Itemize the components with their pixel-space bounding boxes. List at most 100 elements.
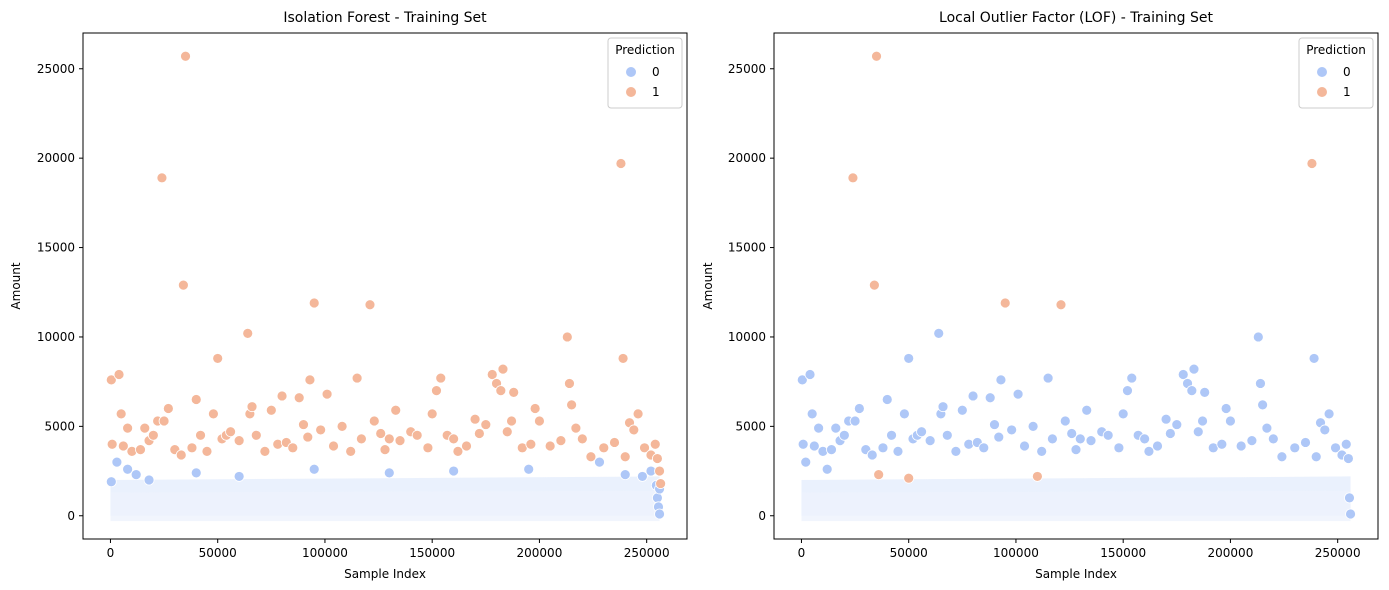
scatter-point-class-0: [1255, 378, 1266, 389]
scatter-point-class-1: [585, 451, 597, 463]
scatter-point-class-1: [139, 422, 151, 434]
scatter-point-class-0: [1220, 403, 1232, 414]
scatter-point-class-0: [1102, 429, 1114, 441]
y-tick-label: 20000: [728, 151, 766, 165]
scatter-point-class-1: [250, 429, 262, 441]
scatter-point-class-1: [298, 419, 309, 430]
scatter-point-class-0: [881, 394, 893, 405]
scatter-point-class-1: [615, 158, 627, 169]
scatter-point-class-0: [800, 456, 812, 468]
scatter-point-class-1: [304, 374, 316, 386]
scatter-point-class-0: [1042, 372, 1054, 384]
scatter-point-class-1: [117, 440, 129, 452]
scatter-point-class-0: [1235, 440, 1247, 452]
scatter-point-class-0: [1216, 438, 1228, 450]
scatter-point-class-1: [379, 444, 391, 456]
scatter-point-class-0: [806, 408, 818, 420]
scatter-point-class-1: [212, 353, 224, 364]
scatter-point-class-1: [106, 438, 118, 450]
scatter-point-class-0: [1276, 451, 1288, 463]
scatter-point-class-0: [950, 445, 962, 457]
scatter-point-class-1: [336, 420, 348, 432]
scatter-point-class-0: [233, 471, 245, 482]
scatter-point-class-0: [821, 463, 833, 475]
legend-label-0: 0: [652, 65, 660, 79]
scatter-point-class-0: [1252, 331, 1264, 343]
scatter-point-class-0: [826, 444, 837, 456]
scatter-point-class-0: [892, 445, 904, 457]
scatter-point-class-0: [1300, 437, 1311, 448]
scatter-point-class-0: [916, 426, 927, 438]
scatter-point-class-0: [1019, 440, 1030, 452]
scatter-point-class-1: [135, 444, 146, 456]
scatter-point-class-1: [501, 426, 513, 438]
plot-frame: [82, 32, 688, 540]
x-axis-label: Sample Index: [344, 567, 426, 581]
scatter-point-class-0: [594, 456, 605, 468]
scatter-point-class-1: [632, 408, 644, 420]
scatter-point-class-0: [797, 438, 809, 450]
x-tick-label: 200000: [1208, 546, 1254, 560]
legend-label-0: 0: [1343, 65, 1351, 79]
scatter-point-class-1: [383, 433, 395, 445]
scatter-point-class-0: [1323, 408, 1335, 420]
scatter-point-class-1: [435, 372, 447, 384]
dense-point-band: [110, 476, 660, 522]
ticks-layer: 0 50000 100000 150000 200000 2500000500010000…: [37, 62, 670, 560]
scatter-point-class-1: [233, 435, 245, 447]
scatter-point-class-1: [265, 404, 277, 416]
scatter-point-class-0: [1343, 453, 1354, 464]
scatter-point-class-0: [383, 467, 395, 479]
scatter-point-class-0: [1027, 420, 1039, 432]
x-tick-label: 200000: [517, 546, 563, 560]
scatter-point-class-1: [639, 442, 650, 454]
scatter-point-class-0: [866, 449, 878, 461]
scatter-point-class-0: [1074, 433, 1086, 445]
scatter-point-class-0: [143, 474, 155, 486]
scatter-point-class-0: [1345, 508, 1356, 520]
scatter-point-class-1: [162, 403, 174, 414]
scatter-point-class-1: [190, 394, 202, 405]
scatter-point-class-0: [1246, 435, 1258, 447]
scatter-point-class-0: [1059, 415, 1071, 427]
scatter-point-class-1: [525, 438, 537, 450]
scatter-point-class-1: [287, 442, 299, 454]
scatter-point-class-0: [1197, 415, 1208, 427]
scatter-point-class-0: [813, 422, 825, 434]
dense-band-core: [110, 490, 660, 522]
scatter-point-class-1: [461, 440, 472, 452]
scatter-point-class-0: [886, 429, 897, 441]
scatter-point-class-1: [394, 435, 406, 447]
scatter-point-class-1: [508, 386, 520, 398]
scatter-point-class-0: [523, 463, 535, 475]
scatter-point-class-1: [534, 415, 545, 427]
scatter-point-class-0: [838, 429, 850, 441]
scatter-point-class-1: [345, 445, 357, 457]
legend-label-1: 1: [1343, 85, 1351, 99]
scatter-point-class-0: [1310, 451, 1322, 463]
scatter-point-class-1: [246, 401, 258, 413]
scatter-point-class-0: [1122, 385, 1133, 396]
scatter-point-class-1: [999, 297, 1011, 309]
scatter-point-class-1: [448, 433, 460, 445]
scatter-point-class-1: [368, 415, 380, 427]
scatter-point-class-1: [242, 327, 254, 339]
x-tick-label: 0: [107, 546, 115, 560]
scatter-point-class-1: [113, 369, 125, 380]
scatter-point-class-0: [995, 374, 1007, 386]
scatter-point-class-1: [1031, 471, 1043, 482]
scatter-point-class-1: [617, 353, 629, 364]
scatter-point-class-1: [480, 419, 492, 430]
scatter-point-class-1: [105, 374, 117, 386]
scatter-point-class-1: [452, 445, 464, 457]
scatter-point-class-0: [956, 404, 968, 416]
scatter-point-class-1: [315, 424, 327, 436]
scatter-point-class-1: [426, 408, 438, 420]
scatter-point-class-1: [628, 424, 640, 436]
scatter-point-class-0: [1160, 413, 1172, 425]
legend-marker-1: [1317, 87, 1327, 97]
x-tick-label: 50000: [890, 546, 928, 560]
y-tick-label: 10000: [37, 330, 75, 344]
legend-marker-1: [626, 87, 636, 97]
scatter-point-class-0: [853, 403, 865, 414]
